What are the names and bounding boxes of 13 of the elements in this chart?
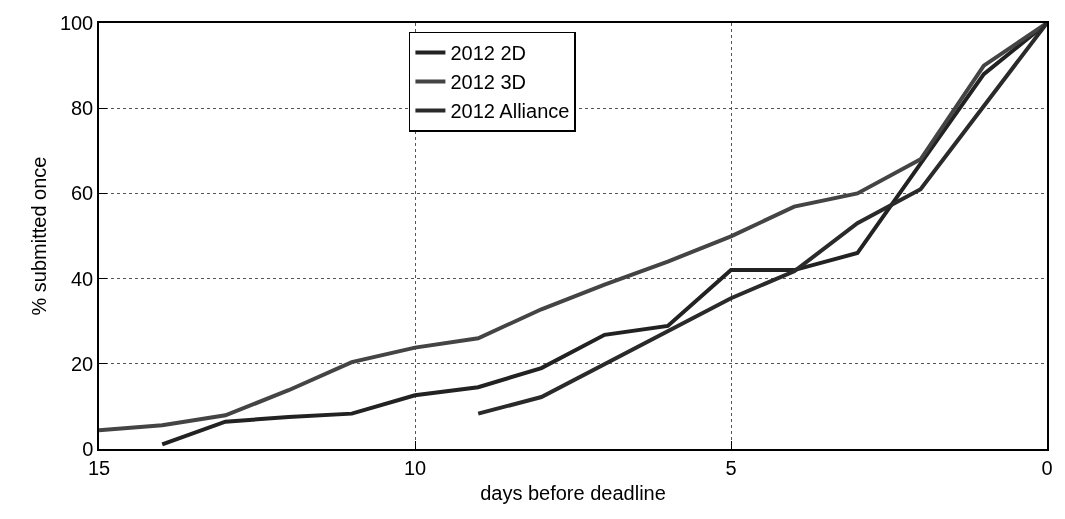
legend-label: 2012 2D [450, 42, 527, 65]
legend-label: 2012 3D [450, 71, 527, 94]
y-axis-title: % submitted once [27, 156, 50, 316]
x-axis-title: days before deadline [480, 481, 666, 504]
y-tick-label: 80 [71, 97, 94, 120]
x-tick-label: 10 [403, 456, 427, 479]
legend-label: 2012 Alliance [450, 100, 570, 123]
y-tick-label: 60 [71, 182, 94, 205]
x-tick-label: 5 [725, 456, 737, 479]
y-tick-label: 20 [71, 352, 94, 375]
y-tick-label: 40 [71, 267, 94, 290]
y-tick-label: 100 [59, 12, 94, 34]
x-tick-label: 0 [1041, 456, 1053, 479]
